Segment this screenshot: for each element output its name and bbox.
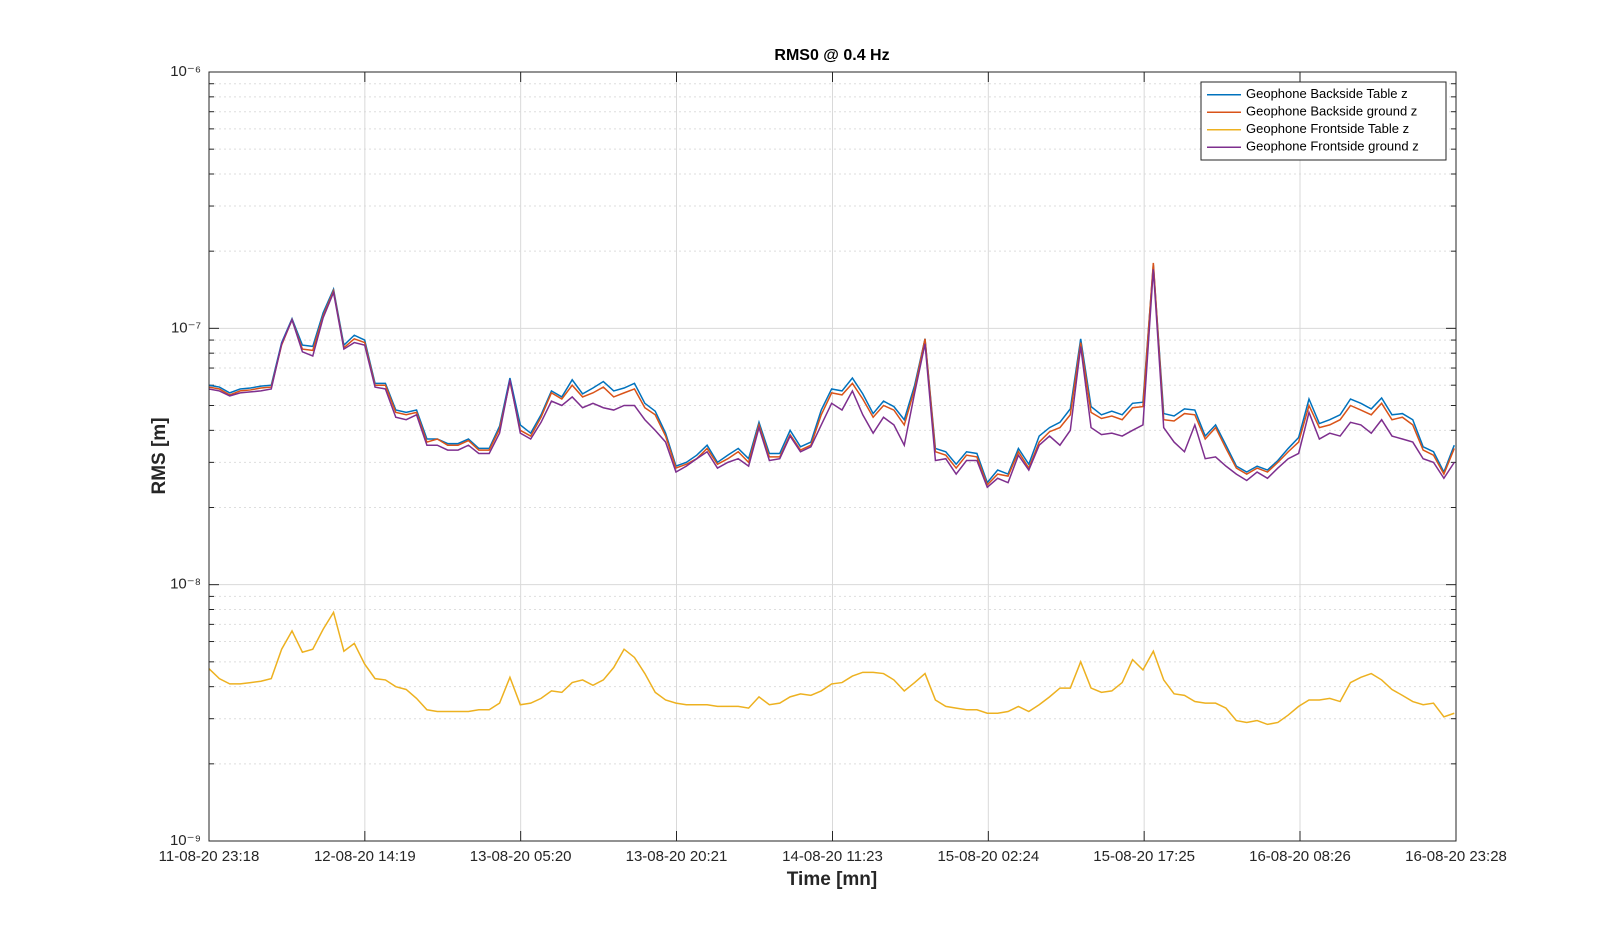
legend-label: Geophone Backside ground z [1246,104,1417,119]
data-line [208,262,1455,487]
y-tick-label: 10⁻⁷ [171,319,201,336]
y-tick-label: 10⁻⁶ [170,63,201,80]
x-tick-label: 13-08-20 20:21 [626,848,728,865]
x-axis-label: Time [mn] [787,869,877,890]
x-tick-label: 11-08-20 23:18 [159,848,260,865]
x-tick-label: 13-08-20 05:20 [470,848,572,865]
x-tick-label: 16-08-20 23:28 [1405,848,1507,865]
x-tick-label: 15-08-20 02:24 [937,848,1039,865]
data-line [208,269,1455,489]
legend-label: Geophone Backside Table z [1246,86,1408,101]
legend: Geophone Backside Table z Geophone Backsi… [1200,81,1447,161]
legend-label: Geophone Frontside ground z [1246,139,1419,154]
y-tick-label: 10⁻⁹ [170,832,201,849]
x-tick-label: 16-08-20 08:26 [1249,848,1351,865]
y-axis-label: RMS [m] [149,417,170,494]
x-tick-label: 12-08-20 14:19 [314,848,416,865]
x-tick-label: 14-08-20 11:23 [782,848,883,865]
legend-label: Geophone Frontside Table z [1246,121,1409,136]
plot-frame [208,71,1457,842]
legend-box [1200,81,1447,161]
chart-title: RMS0 @ 0.4 Hz [774,47,889,64]
x-tick-label: 15-08-20 17:25 [1093,848,1195,865]
y-tick-label: 10⁻⁸ [170,576,201,593]
data-line [208,264,1455,485]
data-line [208,610,1455,726]
